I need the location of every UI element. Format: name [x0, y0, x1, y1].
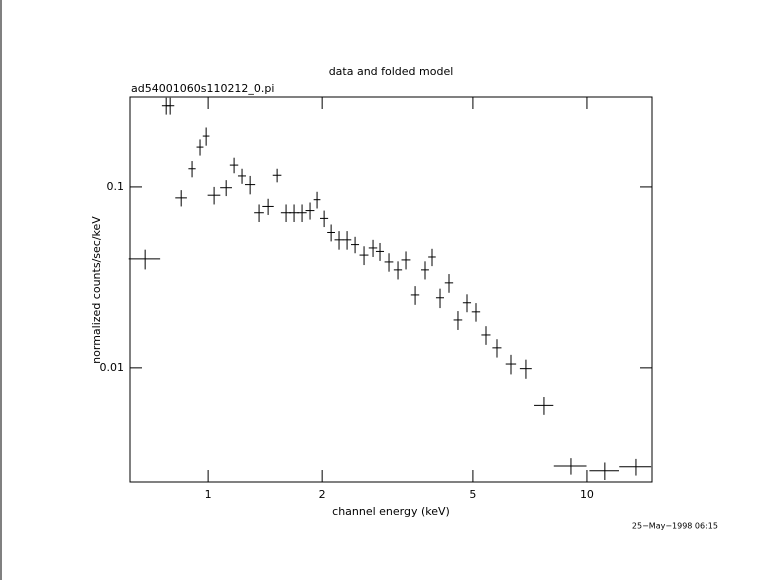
x-axis-label: channel energy (keV) [332, 505, 450, 518]
plot-frame [129, 96, 653, 483]
y-axis-label: normalized counts/sec/keV [90, 216, 103, 364]
x-tick-label: 1 [205, 488, 212, 501]
y-tick-label: 0.1 [107, 180, 125, 193]
x-tick-label: 2 [319, 488, 326, 501]
x-tick-label: 10 [580, 488, 594, 501]
x-tick-label: 5 [469, 488, 476, 501]
chart-subtitle: ad54001060s110212_0.pi [131, 82, 274, 95]
chart-title: data and folded model [329, 65, 454, 78]
y-tick-label: 0.01 [100, 361, 125, 374]
timestamp: 25−May−1998 06:15 [632, 522, 718, 531]
